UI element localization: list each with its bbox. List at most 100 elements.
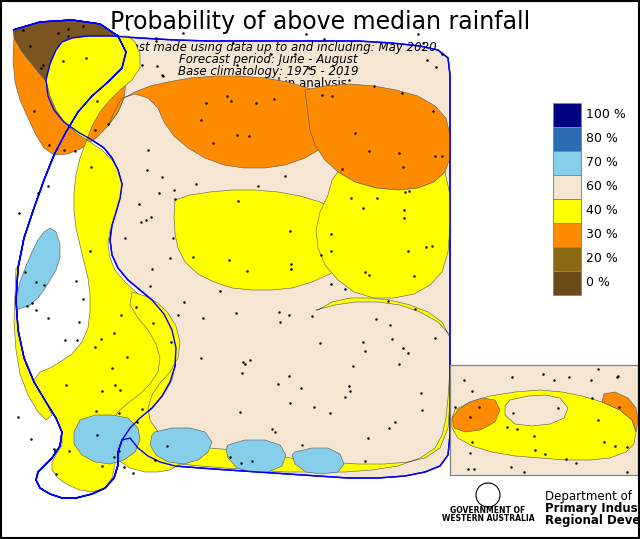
Point	[81, 53, 91, 62]
Text: Forecast made using data up to and including: May 2020: Forecast made using data up to and inclu…	[99, 42, 437, 54]
Point	[50, 447, 60, 455]
Point	[24, 42, 35, 50]
Point	[364, 271, 374, 279]
Point	[107, 363, 117, 372]
Point	[307, 312, 317, 321]
Point	[397, 162, 408, 171]
Text: Base climatology: 1975 - 2019: Base climatology: 1975 - 2019	[178, 66, 358, 79]
Text: 100 %: 100 %	[586, 108, 626, 121]
Point	[399, 206, 409, 215]
Point	[273, 380, 284, 389]
Point	[179, 298, 189, 307]
Point	[621, 467, 632, 476]
Point	[63, 32, 73, 40]
Point	[228, 38, 238, 47]
Point	[588, 393, 598, 402]
Point	[284, 372, 294, 381]
Point	[123, 25, 133, 33]
Point	[245, 356, 255, 364]
Point	[222, 92, 232, 101]
Point	[346, 194, 356, 202]
Point	[195, 354, 205, 363]
Point	[18, 26, 28, 34]
Point	[285, 227, 295, 236]
Point	[599, 438, 609, 446]
Point	[63, 24, 73, 33]
Point	[60, 335, 70, 344]
Point	[201, 99, 211, 107]
Point	[173, 310, 183, 319]
Point	[27, 299, 37, 307]
Point	[31, 306, 41, 314]
Point	[344, 382, 355, 390]
Point	[399, 213, 409, 222]
Point	[474, 403, 484, 412]
Point	[157, 173, 168, 182]
Point	[151, 34, 161, 43]
Point	[137, 60, 147, 69]
Point	[240, 360, 250, 369]
Polygon shape	[108, 76, 342, 168]
Point	[430, 333, 440, 342]
Point	[118, 462, 129, 471]
Point	[436, 50, 447, 59]
Point	[384, 424, 394, 432]
Point	[340, 285, 350, 293]
Point	[614, 403, 624, 411]
Point	[196, 116, 206, 125]
Polygon shape	[16, 228, 60, 310]
Point	[508, 408, 518, 417]
Text: Primary Industries and: Primary Industries and	[545, 502, 640, 515]
Point	[274, 307, 284, 316]
Point	[91, 406, 101, 415]
Point	[152, 62, 162, 71]
Point	[157, 71, 167, 79]
Point	[198, 314, 208, 322]
Point	[403, 247, 413, 255]
Point	[593, 365, 603, 374]
Point	[530, 445, 540, 454]
Point	[247, 457, 257, 466]
Polygon shape	[13, 20, 126, 105]
Text: 20 %: 20 %	[586, 252, 618, 266]
Point	[143, 146, 153, 154]
Point	[467, 437, 477, 446]
Point	[303, 64, 314, 72]
Point	[31, 278, 41, 286]
Point	[465, 449, 475, 458]
Text: 0 %: 0 %	[586, 277, 610, 289]
Point	[563, 372, 573, 381]
Point	[465, 413, 475, 421]
Point	[326, 246, 336, 255]
Text: Forecast period: June - August: Forecast period: June - August	[179, 53, 357, 66]
Point	[162, 442, 172, 451]
Point	[458, 376, 468, 385]
Point	[26, 435, 36, 444]
Point	[253, 182, 264, 191]
Point	[233, 197, 243, 205]
Point	[622, 443, 632, 452]
Point	[122, 353, 132, 362]
Point	[337, 165, 348, 174]
Point	[284, 311, 294, 320]
Point	[166, 338, 176, 347]
Polygon shape	[316, 172, 450, 298]
Point	[372, 194, 382, 202]
Point	[134, 199, 144, 208]
Polygon shape	[452, 390, 636, 460]
Point	[286, 260, 296, 268]
Point	[236, 459, 246, 467]
Point	[385, 320, 396, 329]
Point	[428, 107, 438, 115]
Point	[74, 318, 84, 327]
Point	[309, 403, 319, 412]
Point	[150, 456, 160, 465]
Point	[548, 376, 559, 385]
Polygon shape	[13, 38, 126, 155]
Point	[224, 256, 234, 265]
Point	[49, 445, 60, 453]
Point	[43, 182, 53, 190]
Polygon shape	[226, 440, 286, 472]
Point	[109, 453, 120, 462]
Point	[431, 63, 441, 71]
